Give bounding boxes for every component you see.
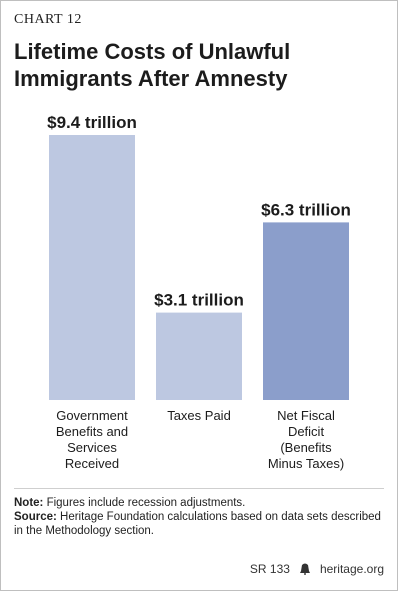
source-label: Source: <box>14 511 57 523</box>
chart-number: CHART 12 <box>14 12 82 27</box>
note-label: Note: <box>14 497 44 509</box>
bar-value-label-1: $9.4 trillion <box>47 113 137 132</box>
notes-block: Note: Figures include recession adjustme… <box>14 496 386 538</box>
bar-1 <box>49 135 135 400</box>
category-label-3: Net Fiscal Deficit (Benefits Minus Taxes… <box>267 408 345 471</box>
note-line: Note: Figures include recession adjustme… <box>14 496 386 510</box>
notes-divider <box>14 488 384 489</box>
bar-2 <box>156 312 242 400</box>
report-id: SR 133 <box>249 562 290 576</box>
bar-3 <box>263 222 349 400</box>
category-label-2: Taxes Paid <box>167 408 231 423</box>
source-text: Heritage Foundation calculations based o… <box>14 511 381 537</box>
footer: SR 133 heritage.org <box>250 562 384 576</box>
note-text: Figures include recession adjustments. <box>43 497 246 509</box>
site-link[interactable]: heritage.org <box>319 562 384 576</box>
bar-chart: $9.4 trillion $3.1 trillion $6.3 trillion <box>47 113 351 400</box>
source-line: Source: Heritage Foundation calculations… <box>14 510 386 538</box>
bar-value-label-3: $6.3 trillion <box>261 200 351 219</box>
chart-title: Lifetime Costs of Unlawful Immigrants Af… <box>14 39 291 91</box>
bar-value-label-2: $3.1 trillion <box>154 291 244 310</box>
category-label-1: Government Benefits and Services Receive… <box>55 408 129 471</box>
liberty-bell-icon <box>299 563 310 575</box>
